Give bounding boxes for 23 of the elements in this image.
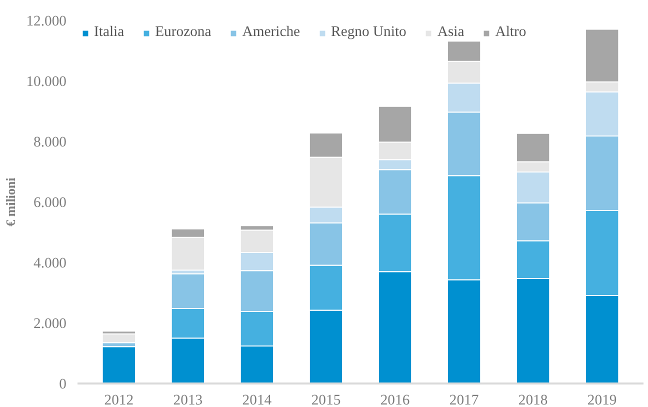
x-tick-label: 2012 <box>104 392 134 407</box>
y-tick-label: 8.000 <box>34 134 67 150</box>
y-tick-label: 10.000 <box>26 74 67 90</box>
legend-label: Eurozona <box>155 24 212 41</box>
x-tick-label: 2015 <box>311 392 341 407</box>
y-tick-label: 6.000 <box>34 195 67 211</box>
y-tick-label: 12.000 <box>26 14 67 30</box>
legend-label: Italia <box>94 24 124 41</box>
x-tick-label: 2018 <box>518 392 548 407</box>
y-tick-label: 2.000 <box>34 316 67 332</box>
legend-label: Altro <box>495 24 526 41</box>
y-axis-title: € milioni <box>3 177 18 226</box>
y-tick-label: 0 <box>59 376 66 392</box>
x-tick-label: 2014 <box>242 392 272 407</box>
bar <box>102 346 136 384</box>
y-tick-label: 4.000 <box>34 256 67 272</box>
x-tick-label: 2019 <box>587 392 617 407</box>
legend-label: Asia <box>437 24 464 41</box>
legend-label: Americhe <box>242 24 300 41</box>
legend-label: Regno Unito <box>331 24 406 41</box>
x-tick-label: 2016 <box>380 392 410 407</box>
x-tick-label: 2013 <box>173 392 203 407</box>
x-tick-label: 2017 <box>449 392 479 407</box>
